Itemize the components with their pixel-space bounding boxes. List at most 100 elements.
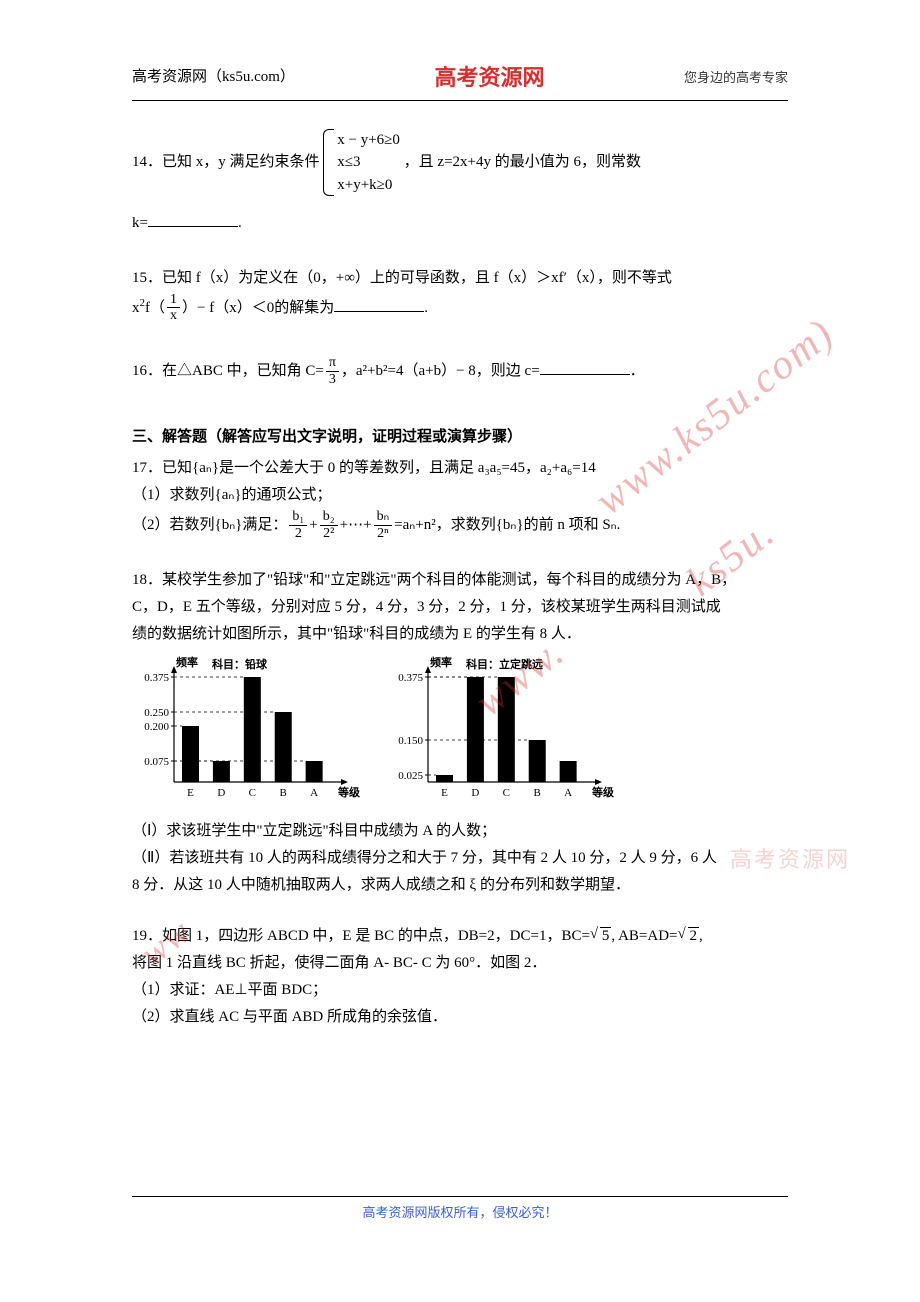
q19-l3: （1）求证：AE⊥平面 BDC； bbox=[132, 977, 788, 1004]
q17-l3: （2）若数列{bₙ}满足：b₁2+b₂2²+⋯+bₙ2ⁿ=aₙ+n²，求数列{b… bbox=[132, 509, 788, 542]
header-center: 高考资源网 bbox=[434, 58, 544, 98]
svg-text:频率: 频率 bbox=[176, 655, 198, 669]
q16-frac-num: π bbox=[326, 355, 339, 371]
q19-l1-end: , bbox=[699, 928, 703, 944]
q16-prefix: 16．在△ABC 中，已知角 C= bbox=[132, 363, 324, 379]
page-footer: 高考资源网版权所有，侵权必究！ bbox=[132, 1196, 788, 1224]
svg-text:科目：立定跳远: 科目：立定跳远 bbox=[466, 657, 543, 671]
chart1-svg: 0.075 0.200 0.250 0.375 频率科目：铅球 E D C B A 等级 bbox=[132, 654, 362, 814]
svg-text:C: C bbox=[503, 787, 510, 799]
q17-t3: bₙ2ⁿ bbox=[374, 509, 393, 542]
svg-text:C: C bbox=[249, 787, 256, 799]
q16-blank bbox=[540, 360, 630, 375]
q17-eq: =aₙ+n²，求数列{bₙ}的前 n 项和 Sₙ. bbox=[394, 518, 620, 534]
svg-text:A: A bbox=[564, 787, 572, 799]
q14-constraints: x − y+6≥0 x≤3 x+y+k≥0 bbox=[323, 129, 400, 197]
q17-t1: b₁2 bbox=[289, 509, 307, 542]
svg-text:0.250: 0.250 bbox=[144, 707, 169, 719]
svg-text:0.025: 0.025 bbox=[398, 770, 423, 782]
q15-blank bbox=[334, 297, 424, 312]
q17-t2d: 2² bbox=[320, 526, 338, 543]
chart2-svg: 0.025 0.150 0.375 频率科目：立定跳远 E D C B A 等级 bbox=[386, 654, 616, 814]
svg-text:B: B bbox=[280, 787, 287, 799]
chart-shotput: 0.075 0.200 0.250 0.375 频率科目：铅球 E D C B A 等级 bbox=[132, 654, 362, 814]
q17-plus1: + bbox=[309, 518, 317, 534]
q17-t1n: b₁ bbox=[289, 509, 307, 525]
question-15: 15．已知 f（x）为定义在（0，+∞）上的可导函数，且 f（x）＞xf′（x）… bbox=[132, 265, 788, 325]
q15-frac: 1x bbox=[167, 292, 180, 325]
q14-prefix: 14．已知 x，y 满足约束条件 bbox=[132, 154, 320, 170]
svg-text:B: B bbox=[534, 787, 541, 799]
q16-mid: ，a²+b²=4（a+b）− 8，则边 c= bbox=[341, 363, 540, 379]
svg-text:等级: 等级 bbox=[591, 785, 615, 799]
q19-l1: 19．如图 1，四边形 ABCD 中，E 是 BC 的中点，DB=2，DC=1，… bbox=[132, 923, 788, 950]
q16-period: ． bbox=[630, 363, 645, 379]
watermark-side: 高考资源网 bbox=[730, 840, 850, 880]
q18-l2: C，D，E 五个等级，分别对应 5 分，4 分，3 分，2 分，1 分，该校某班… bbox=[132, 594, 788, 621]
q18-l6: 8 分．从这 10 人中随机抽取两人，求两人成绩之和 ξ 的分布列和数学期望． bbox=[132, 872, 788, 899]
q18-l1: 18．某校学生参加了"铅球"和"立定跳远"两个科目的体能测试，每个科目的成绩分为… bbox=[132, 567, 788, 594]
q15-x: x bbox=[132, 300, 140, 316]
svg-text:等级: 等级 bbox=[337, 785, 361, 799]
q14-c3: x+y+k≥0 bbox=[337, 174, 400, 197]
page-header: 高考资源网（ks5u.com） 高考资源网 您身边的高考专家 bbox=[132, 58, 788, 101]
svg-text:0.150: 0.150 bbox=[398, 735, 423, 747]
question-16: 16．在△ABC 中，已知角 C=π3，a²+b²=4（a+b）− 8，则边 c… bbox=[132, 355, 788, 388]
svg-text:0.075: 0.075 bbox=[144, 756, 169, 768]
q19-sqrt2-val: 2 bbox=[688, 927, 700, 944]
q17-plus2: +⋯+ bbox=[340, 518, 372, 534]
q18-l5: （Ⅱ）若该班共有 10 人的两科成绩得分之和大于 7 分，其中有 2 人 10 … bbox=[132, 845, 788, 872]
svg-text:E: E bbox=[187, 787, 194, 799]
svg-text:D: D bbox=[471, 787, 479, 799]
header-right: 您身边的高考专家 bbox=[684, 66, 788, 89]
q16-frac-den: 3 bbox=[326, 372, 339, 389]
header-left: 高考资源网（ks5u.com） bbox=[132, 64, 295, 91]
q15-frac-den: x bbox=[167, 308, 180, 325]
question-14: 14．已知 x，y 满足约束条件 x − y+6≥0 x≤3 x+y+k≥0 ，… bbox=[132, 129, 788, 238]
q17-t2n: b₂ bbox=[320, 509, 338, 525]
question-17: 17．已知{aₙ}是一个公差大于 0 的等差数列，且满足 a₃a₅=45，a₂+… bbox=[132, 455, 788, 542]
q14-c1: x − y+6≥0 bbox=[337, 129, 400, 152]
svg-text:D: D bbox=[217, 787, 225, 799]
q17-l1: 17．已知{aₙ}是一个公差大于 0 的等差数列，且满足 a₃a₅=45，a₂+… bbox=[132, 455, 788, 482]
question-18: 18．某校学生参加了"铅球"和"立定跳远"两个科目的体能测试，每个科目的成绩分为… bbox=[132, 567, 788, 899]
q15-expr-line: x2f（1x）− f（x）＜0的解集为. bbox=[132, 292, 788, 325]
q15-period: . bbox=[424, 300, 428, 316]
section3-title: 三、解答题（解答应写出文字说明，证明过程或演算步骤） bbox=[132, 424, 788, 451]
question-19: 19．如图 1，四边形 ABCD 中，E 是 BC 的中点，DB=2，DC=1，… bbox=[132, 923, 788, 1031]
q15-suffix: 的解集为 bbox=[274, 300, 334, 316]
svg-text:0.375: 0.375 bbox=[398, 672, 423, 684]
q14-blank bbox=[148, 212, 238, 227]
q18-charts: 0.0750.2000.2500.375频率科目：铅球EDCBA等级 0.025… bbox=[132, 654, 788, 814]
svg-text:频率: 频率 bbox=[430, 655, 452, 669]
page: 高考资源网（ks5u.com） 高考资源网 您身边的高考专家 14．已知 x，y… bbox=[0, 0, 920, 1260]
q17-t3d: 2ⁿ bbox=[374, 526, 393, 543]
svg-text:科目：铅球: 科目：铅球 bbox=[212, 657, 268, 671]
q18-l4: （Ⅰ）求该班学生中"立定跳远"科目中成绩为 A 的人数； bbox=[132, 818, 788, 845]
q14-c2: x≤3 bbox=[337, 151, 400, 174]
svg-text:E: E bbox=[441, 787, 448, 799]
q19-sqrt5-val: 5 bbox=[600, 927, 612, 944]
q19-l1-mid: , AB=AD= bbox=[611, 928, 677, 944]
chart-longjump: 0.025 0.150 0.375 频率科目：立定跳远 E D C B A 等级 bbox=[386, 654, 616, 814]
q15-frac-num: 1 bbox=[167, 292, 180, 308]
q17-l3-pre: （2）若数列{bₙ}满足： bbox=[132, 518, 287, 534]
q15-f: f（ bbox=[145, 300, 165, 316]
q19-l2: 将图 1 沿直线 BC 折起，使得二面角 A‑ BC‑ C 为 60°．如图 2… bbox=[132, 950, 788, 977]
q19-l1-pre: 19．如图 1，四边形 ABCD 中，E 是 BC 的中点，DB=2，DC=1，… bbox=[132, 928, 590, 944]
svg-text:A: A bbox=[310, 787, 318, 799]
q18-l3: 绩的数据统计如图所示，其中"铅球"科目的成绩为 E 的学生有 8 人． bbox=[132, 621, 788, 648]
q17-t2: b₂2² bbox=[320, 509, 338, 542]
q17-t3n: bₙ bbox=[374, 509, 393, 525]
q16-frac: π3 bbox=[326, 355, 339, 388]
q14-mid: ，且 z=2x+4y 的最小值为 6，则常数 bbox=[404, 154, 641, 170]
q15-close: ）− f（x）＜0 bbox=[182, 300, 274, 316]
q19-l4: （2）求直线 AC 与平面 ABD 所成角的余弦值． bbox=[132, 1004, 788, 1031]
q14-k: k= bbox=[132, 215, 148, 231]
q15-prefix: 15．已知 f（x）为定义在（0，+∞）上的可导函数，且 f（x）＞xf′（x）… bbox=[132, 265, 788, 292]
q19-sqrt5: 5 bbox=[590, 923, 612, 950]
svg-text:0.200: 0.200 bbox=[144, 721, 169, 733]
q19-sqrt2: 2 bbox=[678, 923, 700, 950]
svg-text:0.375: 0.375 bbox=[144, 672, 169, 684]
q17-t1d: 2 bbox=[289, 526, 307, 543]
